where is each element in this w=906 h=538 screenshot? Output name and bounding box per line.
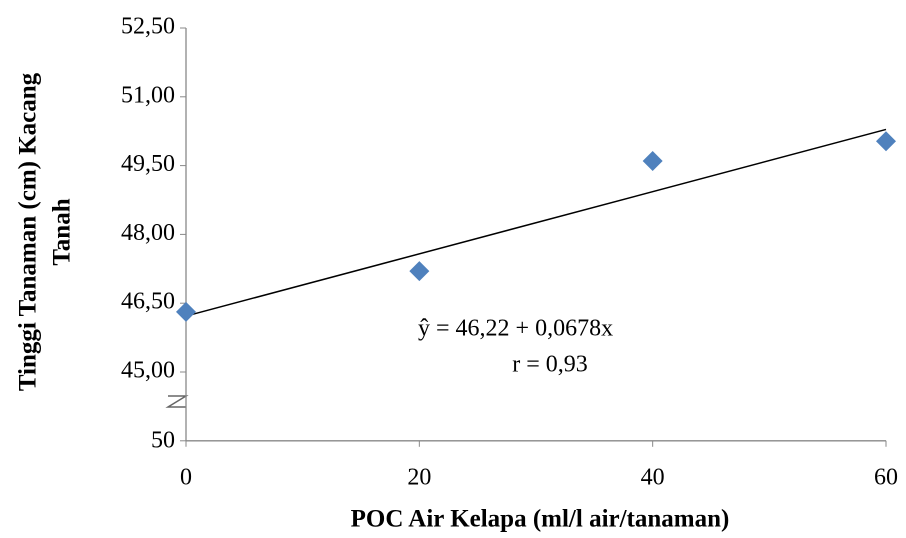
y-tick-label: 49,50 xyxy=(121,151,175,177)
axis-break xyxy=(165,395,189,408)
point xyxy=(176,301,196,322)
point xyxy=(409,261,430,282)
annotation: ŷ = 46,22 + 0,0678x xyxy=(418,316,613,342)
y-tick-label: 46,50 xyxy=(121,289,175,315)
trendline xyxy=(185,128,887,317)
y-tick-label: 45,00 xyxy=(121,358,175,384)
y-tick-label: 52,50 xyxy=(121,14,175,40)
x-tick-label: 40 xyxy=(641,464,665,490)
y-tick-label: 48,00 xyxy=(121,220,175,246)
x-tick-label: 60 xyxy=(874,464,898,490)
axis-break-mask xyxy=(160,388,190,414)
x-tick-label: 0 xyxy=(180,464,192,490)
annotation: r = 0,93 xyxy=(512,352,588,378)
y-tick-label: 51,00 xyxy=(121,82,175,108)
point xyxy=(642,151,663,172)
x-axis-title: POC Air Kelapa (ml/l air/tanaman) xyxy=(351,506,730,533)
y-tick-label: 50 xyxy=(151,428,175,454)
point xyxy=(876,131,896,152)
x-tick-label: 20 xyxy=(407,464,431,490)
y-axis-title: Tanah xyxy=(49,198,76,265)
y-axis-title: Tinggi Tanaman (cm) Kacang xyxy=(15,72,42,391)
